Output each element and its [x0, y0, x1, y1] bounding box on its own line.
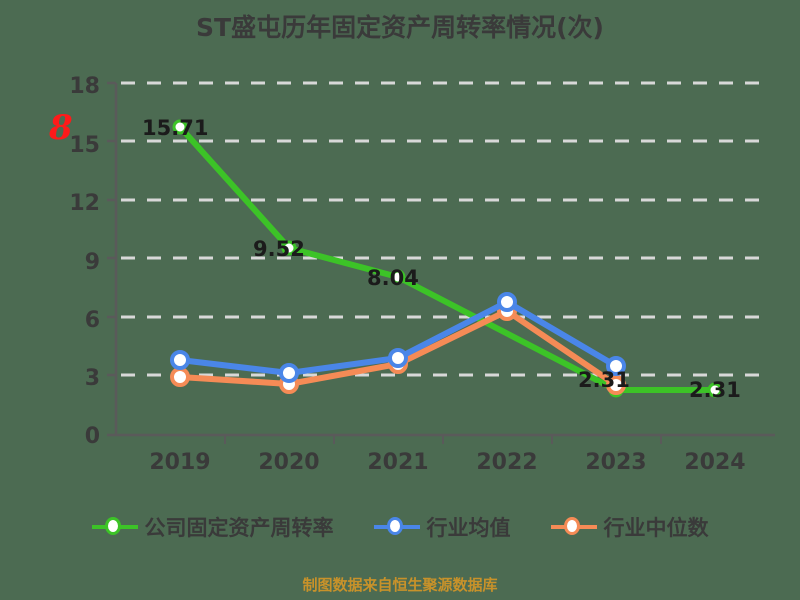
- legend-marker-industry-mean-icon: [373, 514, 420, 540]
- y-tick-12: 12: [69, 191, 100, 216]
- legend-item-company[interactable]: 公司固定资产周转率: [91, 512, 334, 542]
- data-label-2023: 2.31: [578, 368, 630, 392]
- data-point: [279, 363, 299, 383]
- data-point: [172, 119, 188, 135]
- x-tick-2020: 2020: [258, 450, 320, 475]
- series-industry-mean: [170, 292, 626, 383]
- y-tick-9: 9: [84, 250, 100, 275]
- legend-label-industry-mean: 行业均值: [426, 516, 511, 540]
- x-tick-2019: 2019: [149, 450, 211, 475]
- legend-label-company: 公司固定资产周转率: [144, 516, 334, 540]
- data-point: [281, 240, 297, 256]
- data-label-2019: 15.71: [142, 116, 209, 140]
- chart-legend: 公司固定资产周转率 行业均值 行业中位数: [0, 512, 800, 542]
- axis-lines: [107, 81, 775, 444]
- data-point: [707, 382, 723, 398]
- chart-title: ST盛屯历年固定资产周转率情况(次): [196, 13, 604, 42]
- data-point: [606, 375, 626, 395]
- data-label-2021: 8.04: [367, 266, 419, 290]
- data-point: [170, 350, 190, 370]
- y-tick-15: 15: [69, 133, 100, 158]
- y-tick-3: 3: [84, 366, 100, 391]
- x-tick-2022: 2022: [476, 450, 538, 475]
- chart-footer-source: 制图数据来自恒生聚源数据库: [302, 576, 498, 594]
- data-point: [388, 348, 408, 368]
- data-label-2020: 9.52: [253, 237, 305, 261]
- gridlines: [121, 81, 770, 377]
- x-tick-2021: 2021: [367, 450, 429, 475]
- y-tick-18: 18: [69, 74, 100, 99]
- data-point: [390, 269, 406, 285]
- y-tick-6: 6: [84, 308, 100, 333]
- x-tick-2023: 2023: [585, 450, 647, 475]
- data-label-2024: 2.31: [689, 378, 741, 402]
- watermark-logo: 8: [49, 108, 73, 148]
- data-point: [497, 292, 517, 312]
- data-point: [170, 367, 190, 387]
- legend-marker-company-icon: [91, 514, 138, 540]
- legend-item-industry-median[interactable]: 行业中位数: [550, 512, 709, 542]
- x-tick-2024: 2024: [684, 450, 746, 475]
- legend-marker-industry-median-icon: [550, 514, 597, 540]
- data-point: [606, 356, 626, 376]
- legend-label-industry-median: 行业中位数: [603, 516, 709, 540]
- legend-item-industry-mean[interactable]: 行业均值: [373, 512, 511, 542]
- y-tick-0: 0: [84, 424, 100, 449]
